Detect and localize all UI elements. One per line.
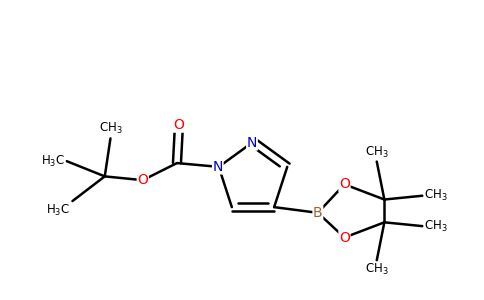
Text: CH$_3$: CH$_3$ xyxy=(365,262,389,278)
Text: N: N xyxy=(212,160,223,174)
Text: H$_3$C: H$_3$C xyxy=(41,154,65,169)
Text: CH$_3$: CH$_3$ xyxy=(99,121,122,136)
Text: H$_3$C: H$_3$C xyxy=(46,203,71,218)
Text: N: N xyxy=(247,136,257,150)
Text: O: O xyxy=(339,230,350,244)
Text: CH$_3$: CH$_3$ xyxy=(424,219,448,234)
Text: CH$_3$: CH$_3$ xyxy=(365,144,389,160)
Text: B: B xyxy=(313,206,323,220)
Text: O: O xyxy=(339,177,350,191)
Text: O: O xyxy=(174,118,184,132)
Text: O: O xyxy=(137,173,148,187)
Text: CH$_3$: CH$_3$ xyxy=(424,188,448,203)
